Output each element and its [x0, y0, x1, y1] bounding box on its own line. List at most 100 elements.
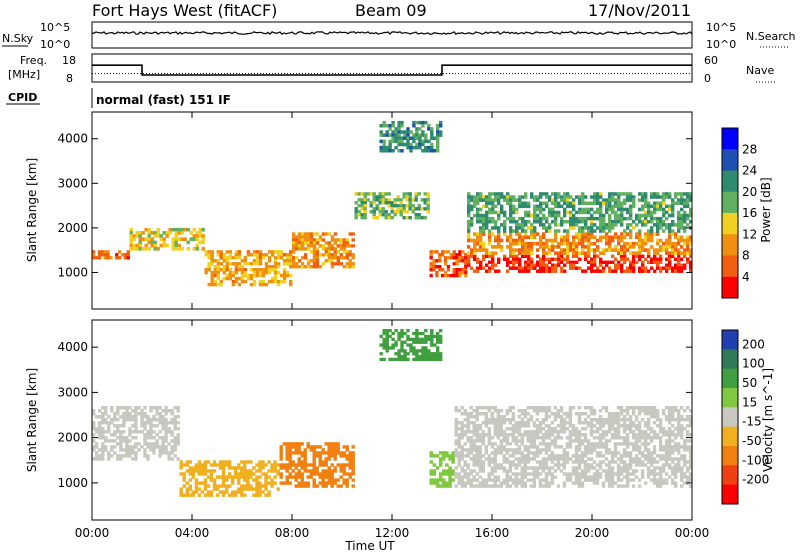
y-tick-label: 3000: [57, 176, 88, 190]
velocity-colorbar-frame: [721, 329, 739, 505]
freq-frame: [91, 53, 693, 83]
y-tick-label: 4000: [57, 132, 88, 146]
y-tick-label: 4000: [57, 340, 88, 354]
velocity-region: [429, 451, 455, 488]
power-colorbar: 4 8 12 16 20 24 28: [721, 127, 757, 299]
velocity-colorbar-swatch: [722, 407, 738, 428]
velocity-region: [279, 442, 355, 488]
noise-right-tick-top: 10^5: [706, 21, 736, 34]
velocity-colorbar-swatch: [722, 465, 738, 486]
time-tick-label: 00:00: [75, 526, 110, 540]
station-title: Fort Hays West (fitACF): [92, 1, 277, 20]
velocity-colorbar-tick: -15: [742, 415, 762, 429]
nave-tick-top: 60: [704, 54, 718, 67]
velocity-colorbar-label: Velocity [m s^-1]: [761, 368, 775, 472]
velocity-panel: 1000 2000 3000 4000 Slant Range [km] 200 100…: [25, 319, 775, 521]
power-colorbar-swatch: [722, 213, 738, 235]
velocity-colorbar-swatch: [722, 330, 738, 350]
power-y-ticks: 1000 2000 3000 4000: [57, 132, 692, 279]
freq-trace: [92, 64, 692, 76]
noise-left-tick-bottom: 10^0: [40, 38, 70, 51]
y-tick-label: 1000: [57, 476, 88, 490]
time-axis-label: Time UT: [344, 539, 395, 553]
power-region: [467, 232, 693, 255]
power-colorbar-swatch: [722, 255, 738, 278]
velocity-colorbar-tick: 15: [742, 395, 757, 409]
time-tick-label: 16:00: [475, 526, 510, 540]
velocity-colorbar-swatch: [722, 446, 738, 466]
time-tick-label: 08:00: [275, 526, 310, 540]
noise-sky-label: N.Sky: [2, 32, 34, 45]
velocity-colorbar-swatch: [722, 349, 738, 370]
time-tick-label: 00:00: [675, 526, 710, 540]
velocity-colorbar-swatch: [722, 388, 738, 408]
time-tick-label: 12:00: [375, 526, 410, 540]
velocity-colorbar-swatch: [722, 426, 738, 447]
cpid-label: CPID: [8, 91, 37, 104]
time-tick-label: 04:00: [175, 526, 210, 540]
power-data-layer: [92, 120, 693, 287]
freq-unit-label: [MHz]: [8, 68, 40, 81]
power-region: [467, 192, 693, 233]
power-colorbar-swatch: [722, 128, 738, 150]
y-tick-label: 2000: [57, 221, 88, 235]
time-tick-label: 20:00: [575, 526, 610, 540]
power-colorbar-tick: 24: [742, 164, 757, 178]
velocity-region: [179, 460, 280, 497]
power-colorbar-tick: 12: [742, 227, 757, 241]
velocity-colorbar-tick: -200: [742, 473, 769, 487]
velocity-region: [454, 406, 693, 488]
noise-sky-trace: [91, 31, 693, 35]
velocity-colorbar-tick: 50: [742, 376, 757, 390]
freq-tick-top: 18: [62, 54, 76, 67]
power-region: [204, 250, 293, 287]
velocity-colorbar: 200 100 50 15 -15 -50 -100 -200: [721, 329, 769, 505]
power-colorbar-tick: 8: [742, 249, 750, 263]
power-colorbar-tick: 20: [742, 185, 757, 199]
velocity-colorbar-tick: 100: [742, 357, 765, 371]
time-axis: 00:00 04:00 08:00 12:00 16:00 20:00 00:00: [75, 112, 710, 540]
power-colorbar-swatch: [722, 234, 738, 256]
power-region: [92, 250, 130, 260]
noise-panel: N.Sky 10^5 10^0 10^5 10^0 N.Search: [2, 21, 796, 51]
velocity-data-layer: [92, 329, 693, 497]
nave-label: Nave: [746, 64, 774, 77]
velocity-region: [92, 406, 180, 461]
power-region: [429, 250, 468, 278]
power-region: [379, 120, 443, 153]
nave-tick-bottom: 0: [704, 72, 711, 85]
noise-search-label: N.Search: [746, 30, 796, 43]
y-tick-label: 3000: [57, 385, 88, 399]
noise-right-tick-bottom: 10^0: [706, 38, 736, 51]
velocity-y-ticks: 1000 2000 3000 4000: [57, 340, 692, 490]
power-colorbar-tick: 28: [742, 142, 757, 156]
velocity-y-axis-label: Slant Range [km]: [25, 368, 39, 472]
power-colorbar-label: Power [dB]: [759, 177, 773, 242]
power-region: [467, 254, 693, 273]
power-region: [354, 192, 430, 220]
freq-panel: Freq. [MHz] 18 8 60 0 Nave CPID normal (…: [6, 53, 776, 108]
freq-tick-bottom: 8: [66, 72, 73, 85]
beam-label: Beam 09: [355, 1, 427, 20]
date-label: 17/Nov/2011: [588, 1, 691, 20]
velocity-colorbar-tick: 200: [742, 337, 765, 351]
y-tick-label: 2000: [57, 431, 88, 445]
power-colorbar-tick: 4: [742, 270, 750, 284]
noise-left-tick-top: 10^5: [40, 21, 70, 34]
power-region: [129, 227, 205, 251]
power-colorbar-swatch: [722, 149, 738, 171]
cpid-text: normal (fast) 151 IF: [96, 93, 231, 107]
freq-label: Freq.: [20, 54, 47, 67]
noise-frame: [91, 21, 693, 49]
velocity-colorbar-tick: -50: [742, 434, 762, 448]
velocity-colorbar-tick: -100: [742, 453, 769, 467]
power-colorbar-tick: 16: [742, 206, 757, 220]
power-colorbar-swatch: [722, 170, 738, 193]
power-region: [292, 232, 355, 269]
y-tick-label: 1000: [57, 265, 88, 279]
velocity-colorbar-swatch: [722, 368, 738, 389]
velocity-colorbar-swatch: [722, 484, 738, 505]
power-y-axis-label: Slant Range [km]: [25, 158, 39, 262]
power-colorbar-swatch: [722, 276, 738, 299]
